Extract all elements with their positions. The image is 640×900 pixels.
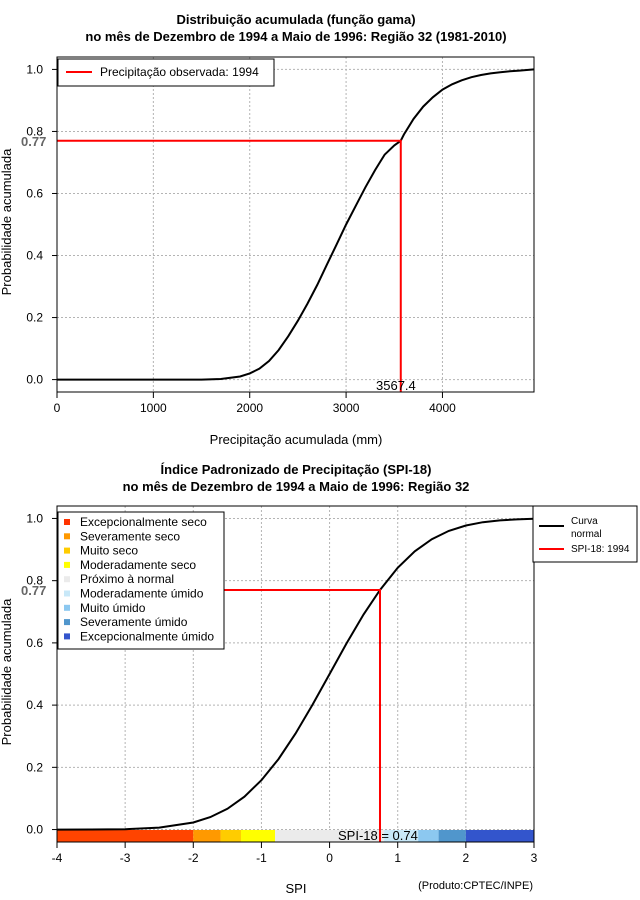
chart2-legend-curve-label-2: normal xyxy=(571,529,602,540)
c2-category-band xyxy=(57,830,194,842)
c1-y-tick-label: 0.0 xyxy=(26,373,43,387)
c2-category-band xyxy=(275,830,385,842)
c2-y-tick-label: 0.2 xyxy=(26,760,43,774)
chart2-legend-spi-label: SPI-18: 1994 xyxy=(571,544,630,555)
chart1-marker-y-label: 0.77 xyxy=(21,134,46,149)
category-legend-swatch xyxy=(64,533,70,540)
c1-series-line xyxy=(57,68,535,381)
chart2-credit: (Produto:CPTEC/INPE) xyxy=(418,880,533,892)
c2-y-tick-label: 1.0 xyxy=(26,511,43,525)
chart1-marker-x-label: 3567.4 xyxy=(376,378,416,393)
category-legend-label: Muito seco xyxy=(80,544,138,558)
chart1-series xyxy=(57,68,535,392)
c2-x-tick-label: 3 xyxy=(531,851,538,865)
c2-series-line xyxy=(56,517,535,831)
c1-x-tick-label: 4000 xyxy=(429,401,456,415)
c2-category-band xyxy=(220,830,241,842)
chart2-y-label: Probabilidade acumulada xyxy=(0,598,14,745)
category-legend-swatch xyxy=(64,561,70,568)
category-legend-label: Moderadamente seco xyxy=(80,558,196,572)
spi-cdf-chart: Índice Padronizado de Precipitação (SPI-… xyxy=(0,462,638,896)
c1-x-tick-label: 2000 xyxy=(236,401,263,415)
category-legend-label: Severamente seco xyxy=(80,529,180,543)
c1-x-tick-label: 1000 xyxy=(140,401,167,415)
c2-category-band xyxy=(193,830,221,842)
category-legend-swatch xyxy=(64,604,70,611)
c1-x-tick-label: 0 xyxy=(54,401,61,415)
chart1-title-line2: no mês de Dezembro de 1994 a Maio de 199… xyxy=(85,29,506,44)
chart2-marker-y-label: 0.77 xyxy=(21,583,46,598)
c2-x-tick-label: 1 xyxy=(394,851,401,865)
category-legend-label: Próximo à normal xyxy=(80,572,174,586)
chart2-plot-frame xyxy=(56,505,535,843)
c2-x-tick-label: 0 xyxy=(326,851,333,865)
c2-y-tick-label: 0.0 xyxy=(26,823,43,837)
category-legend-swatch xyxy=(64,576,70,583)
category-legend-label: Excepcionalmente úmido xyxy=(80,629,214,643)
chart2-line-legend: Curva normal SPI-18: 1994 xyxy=(532,505,638,563)
chart2-x-label: SPI xyxy=(286,881,307,896)
chart1-y-axis: 0.0 0.2 0.4 0.6 0.8 1.0 xyxy=(26,62,57,387)
chart1-legend-box xyxy=(57,58,275,87)
category-legend-label: Muito úmido xyxy=(80,601,146,615)
chart2-line-legend-box xyxy=(532,505,638,563)
chart2-x-axis: -4 -3 -2 -1 0 1 2 3 xyxy=(52,842,538,865)
chart2-marker-x-label: SPI-18 = 0.74 xyxy=(338,828,418,843)
c2-x-tick-label: -3 xyxy=(120,851,131,865)
c2-x-tick-label: 2 xyxy=(463,851,470,865)
c2-y-tick-label: 0.8 xyxy=(26,574,43,588)
c2-x-tick-label: -4 xyxy=(52,851,63,865)
category-legend-swatch xyxy=(64,547,70,554)
c1-y-tick-label: 0.8 xyxy=(26,124,43,138)
gamma-cdf-chart: Distribuição acumulada (função gama) no … xyxy=(0,12,535,447)
chart1-plot-frame xyxy=(56,56,535,393)
chart2-legend-curve-label-1: Curva xyxy=(571,516,598,527)
category-legend-swatch xyxy=(64,619,70,626)
chart1-legend-label: Precipitação observada: 1994 xyxy=(100,65,259,79)
c2-category-band xyxy=(465,830,534,842)
c1-y-tick-label: 1.0 xyxy=(26,62,43,76)
c2-category-band xyxy=(418,830,439,842)
c2-y-tick-label: 0.4 xyxy=(26,698,43,712)
c2-category-band xyxy=(438,830,466,842)
c2-y-tick-label: 0.6 xyxy=(26,636,43,650)
chart2-category-legend-box xyxy=(57,511,225,650)
category-legend-swatch xyxy=(64,519,70,525)
chart1-legend: Precipitação observada: 1994 xyxy=(57,58,275,87)
category-legend-swatch xyxy=(64,633,70,640)
c1-y-tick-label: 0.4 xyxy=(26,249,43,263)
chart1-title-line1: Distribuição acumulada (função gama) xyxy=(176,12,415,27)
chart2-title-line1: Índice Padronizado de Precipitação (SPI-… xyxy=(161,462,432,477)
c1-x-tick-label: 3000 xyxy=(333,401,360,415)
chart1-x-label: Precipitação acumulada (mm) xyxy=(210,432,383,447)
c2-category-band xyxy=(240,830,276,842)
chart1-grid xyxy=(56,57,534,392)
category-legend-label: Severamente úmido xyxy=(80,615,188,629)
category-legend-swatch xyxy=(64,590,70,597)
chart1-y-label: Probabilidade acumulada xyxy=(0,148,14,295)
category-legend-label: Moderadamente úmido xyxy=(80,587,204,601)
chart1-x-axis: 0 1000 2000 3000 4000 xyxy=(54,392,456,415)
category-legend-label: Excepcionalmente seco xyxy=(80,515,207,529)
c1-y-tick-label: 0.6 xyxy=(26,186,43,200)
chart2-category-bands xyxy=(57,830,534,842)
c1-observed-marker-line xyxy=(57,139,402,392)
c2-x-tick-label: -2 xyxy=(188,851,199,865)
chart2-y-axis: 0.0 0.2 0.4 0.6 0.8 1.0 xyxy=(26,511,57,837)
c1-y-tick-label: 0.2 xyxy=(26,311,43,325)
chart2-title-line2: no mês de Dezembro de 1994 a Maio de 199… xyxy=(123,479,470,494)
c2-x-tick-label: -1 xyxy=(256,851,267,865)
c2-category-band xyxy=(384,830,419,842)
